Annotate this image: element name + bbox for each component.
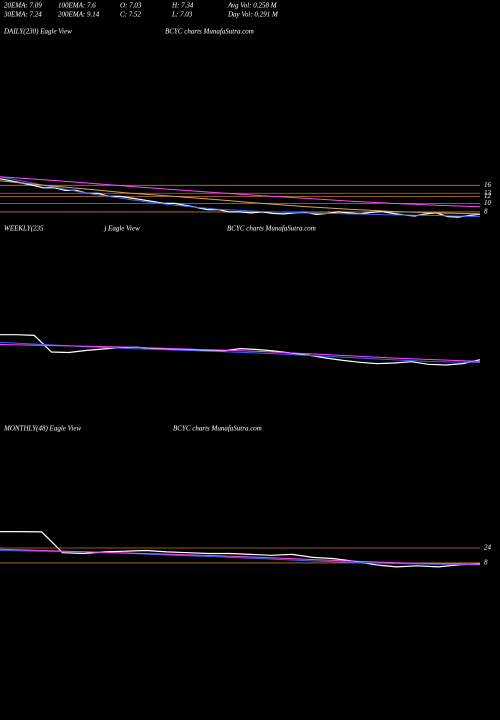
- price-line: [0, 530, 481, 568]
- panel-title: DAILY(230) Eagle View: [3, 28, 72, 36]
- header-stat: Avg Vol: 0.258 M: [227, 2, 278, 10]
- header-stat: C: 7.52: [120, 11, 142, 19]
- price-line: [0, 178, 481, 218]
- price-line: [0, 334, 481, 366]
- panel-watermark: BCYC charts MunafaSutra.com: [173, 425, 262, 433]
- y-tick-label: 13: [484, 189, 492, 197]
- price-line: [0, 176, 481, 208]
- y-tick-label: 8: [484, 559, 488, 567]
- y-tick-label: 16: [484, 181, 492, 189]
- panel-title: ) Eagle View: [103, 225, 140, 233]
- panel-title: WEEKLY(235: [4, 225, 44, 233]
- panel-watermark: BCYC charts MunafaSutra.com: [165, 28, 254, 36]
- price-line: [0, 176, 481, 218]
- panel-watermark: BCYC charts MunafaSutra.com: [227, 225, 316, 233]
- header-stat: Day Vol: 0.291 M: [227, 11, 279, 19]
- header-stat: 100EMA: 7.6: [58, 2, 96, 10]
- y-tick-label: 12: [484, 192, 492, 200]
- y-tick-label: 8: [484, 208, 488, 216]
- price-line: [0, 344, 481, 362]
- panel-title: MONTHLY(48) Eagle View: [3, 425, 81, 433]
- header-stat: 20EMA: 7.09: [4, 2, 42, 10]
- y-tick-label: 10: [484, 199, 492, 207]
- header-stat: L: 7.03: [171, 11, 193, 19]
- header-stat: 30EMA: 7.24: [3, 11, 42, 19]
- price-line: [0, 180, 481, 215]
- price-line: [0, 548, 481, 565]
- header-stat: 200EMA: 9.14: [58, 11, 100, 19]
- y-tick-label: 24: [484, 544, 492, 552]
- header-stat: H: 7.34: [171, 2, 194, 10]
- header-stat: O: 7.03: [120, 2, 142, 10]
